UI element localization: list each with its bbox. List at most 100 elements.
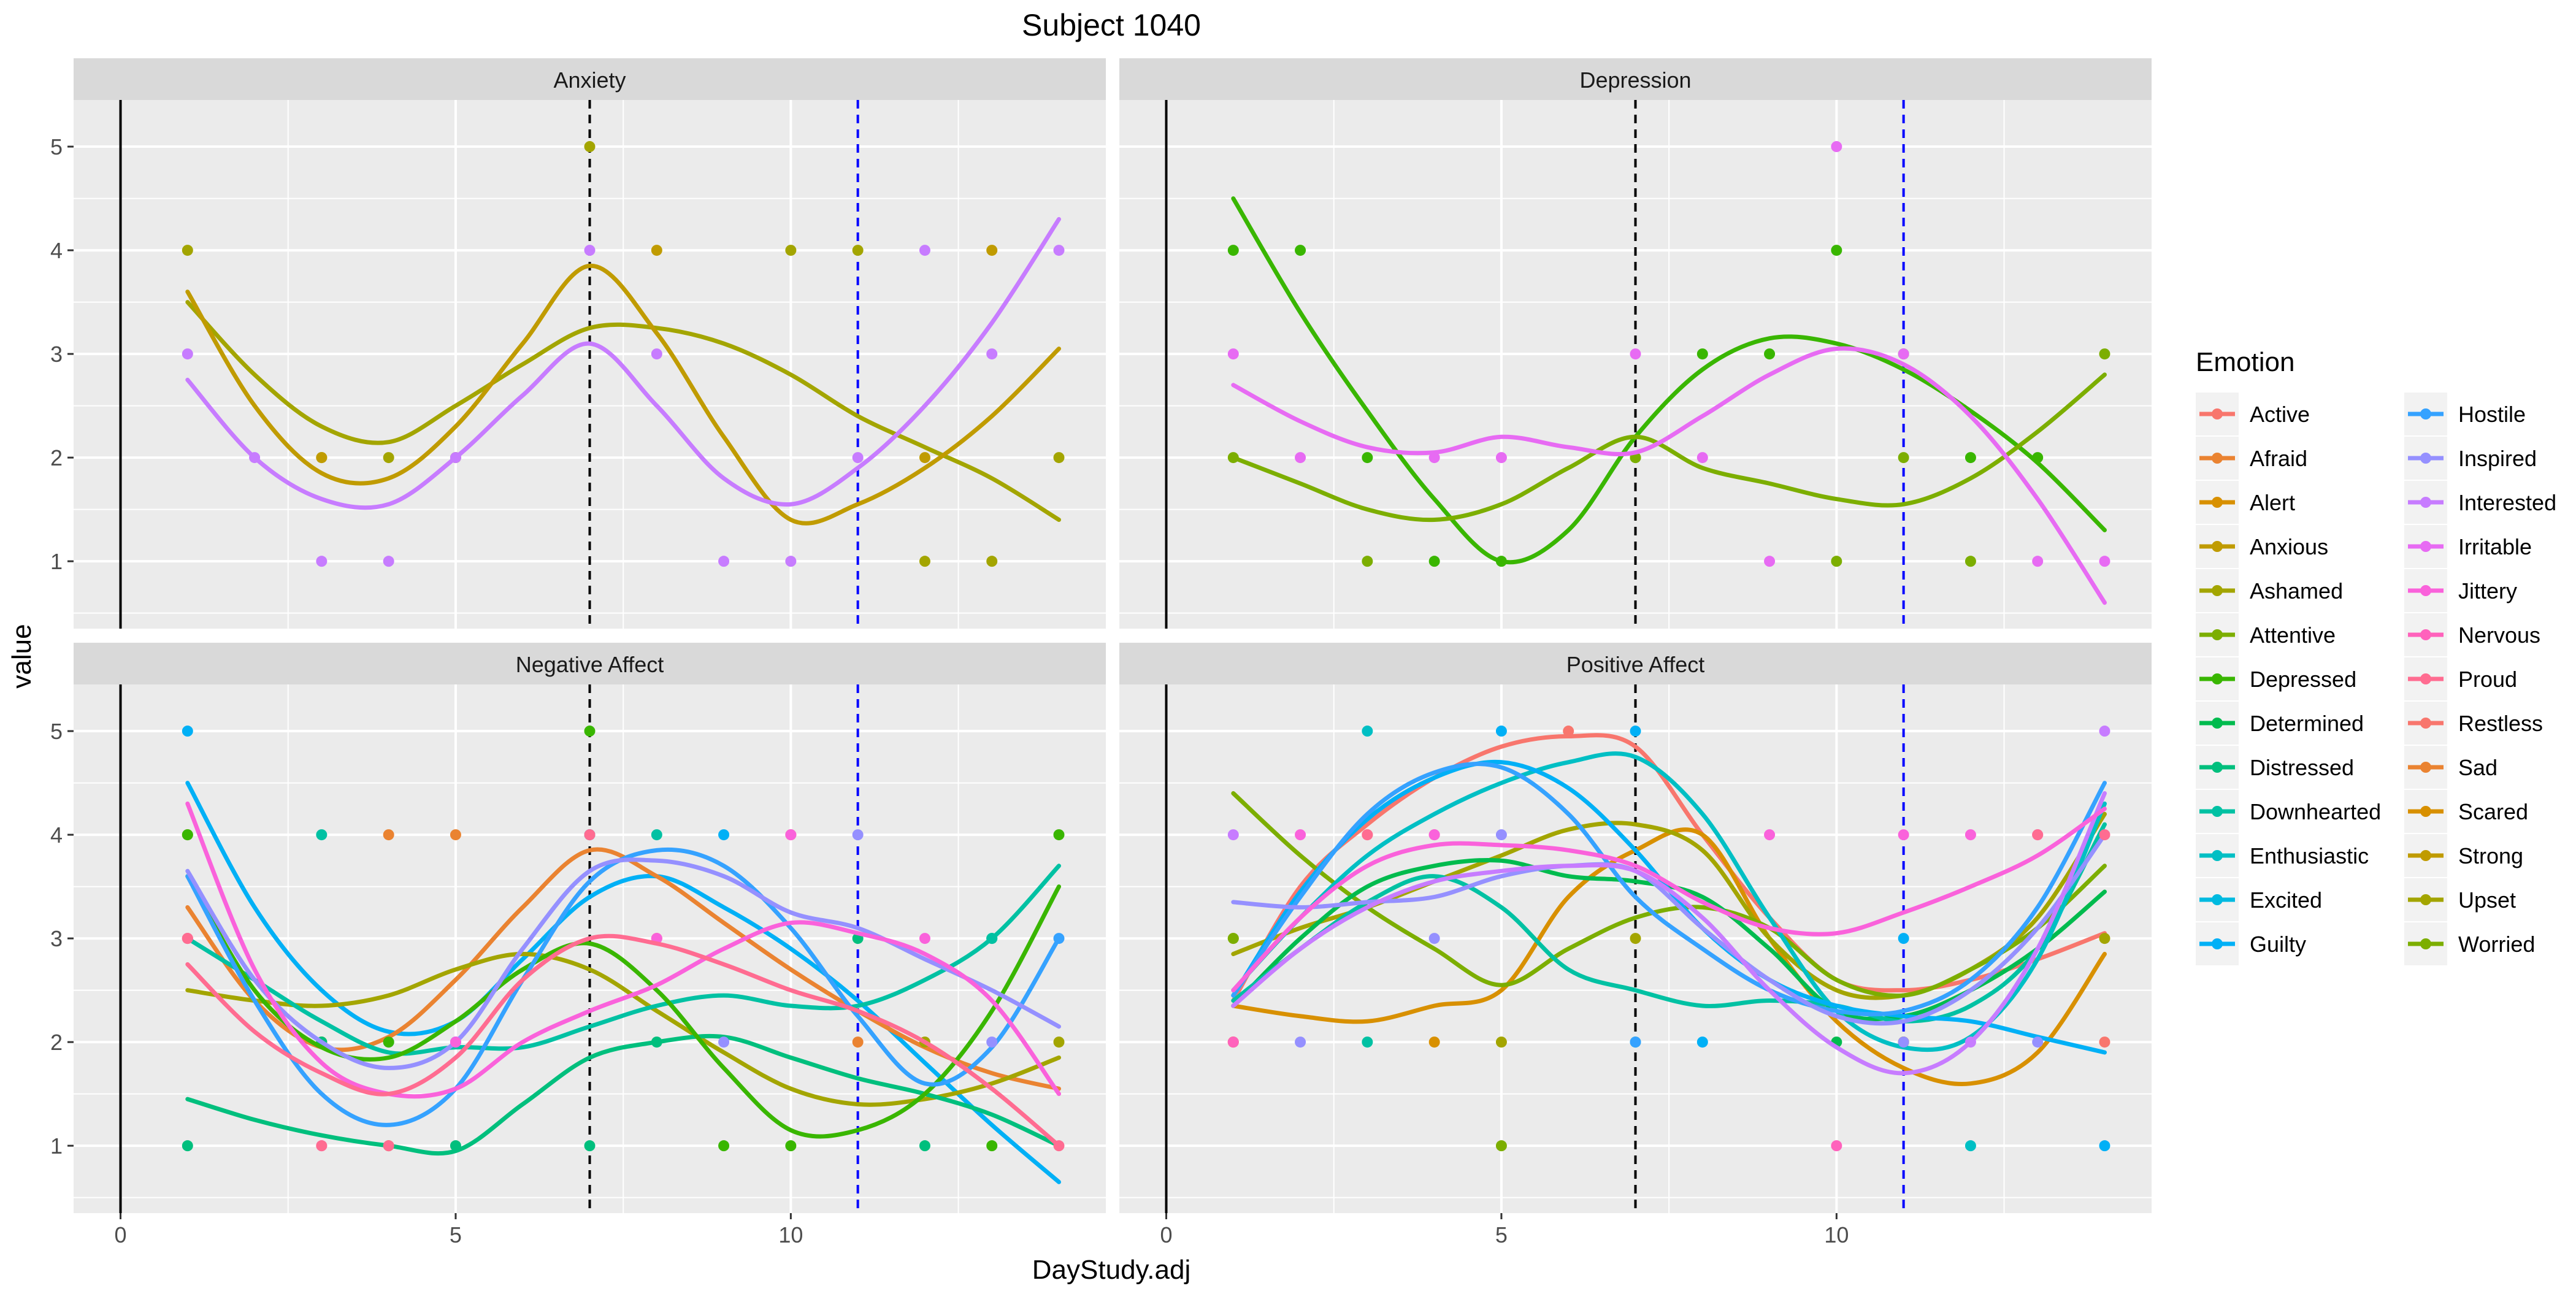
facet-strip-label: Depression [1579,67,1691,93]
legend-item: Determined [2196,702,2364,745]
legend-label: Sad [2458,755,2497,780]
data-point [1831,556,1842,567]
data-point [1630,726,1641,737]
legend-key-point [2212,541,2223,552]
legend-key-point [2212,894,2223,905]
data-point [383,829,394,841]
y-tick-label: 1 [50,1133,63,1159]
data-point [1362,556,1373,567]
legend-label: Distressed [2250,755,2354,780]
data-point [2099,348,2110,360]
legend-item: Enthusiastic [2196,834,2369,877]
data-point [2099,829,2110,841]
x-tick-label: 5 [1495,1222,1508,1247]
legend-label: Nervous [2458,623,2540,648]
data-point [450,452,461,464]
data-point [1428,1036,1440,1048]
legend-label: Active [2250,402,2310,427]
legend-item: Alert [2196,481,2295,524]
data-point [249,452,261,464]
facet-panel-0: Anxiety 1 2 3 4 5 [50,58,1106,629]
data-point [584,726,596,737]
legend-label: Interested [2458,490,2556,515]
data-point [1831,1140,1842,1152]
data-point [1053,829,1065,841]
data-point [1053,1036,1065,1048]
data-point [785,556,797,567]
data-point [919,1140,930,1152]
data-point [450,1036,461,1048]
data-point [718,1140,730,1152]
legend-key-point [2420,938,2431,949]
data-point [1696,452,1708,464]
data-point [1563,726,1574,737]
data-point [316,556,328,567]
legend-item: Strong [2404,834,2523,877]
legend-item: Irritable [2404,525,2532,568]
legend-key-point [2420,894,2431,905]
data-point [785,245,797,256]
data-point [852,829,864,841]
legend-key-point [2212,806,2223,817]
data-point [785,1140,797,1152]
x-tick-label: 0 [1160,1222,1172,1247]
data-point [316,1140,328,1152]
legend-item: Restless [2404,702,2543,745]
data-point [651,245,662,256]
y-tick-label: 2 [50,445,63,470]
data-point [316,829,328,841]
data-point [1696,348,1708,360]
data-point [919,933,930,944]
panel-background [1119,100,2152,629]
data-point [1227,1036,1239,1048]
y-axis-label: value [7,624,37,688]
legend-key-point [2420,408,2431,419]
data-point [584,141,596,153]
legend: Emotion Active Afraid Alert Anxious Ashamed A… [2196,347,2556,965]
data-point [2032,452,2044,464]
data-point [2032,556,2044,567]
data-point [1630,1036,1641,1048]
data-point [1630,933,1641,944]
legend-key-point [2212,408,2223,419]
legend-item: Excited [2196,878,2322,921]
y-tick-label: 5 [50,719,63,744]
smooth-line [185,847,1061,1127]
legend-label: Excited [2250,887,2322,913]
x-tick-label: 10 [1824,1222,1849,1247]
data-point [1965,452,1976,464]
smooth-line [185,933,1061,1148]
legend-label: Proud [2458,667,2517,692]
data-point [2099,726,2110,737]
legend-label: Depressed [2250,667,2356,692]
legend-key-point [2212,453,2223,464]
chart-title: Subject 1040 [1022,8,1201,42]
smooth-line [1231,346,2107,605]
legend-item: Upset [2404,878,2516,921]
data-point [1227,348,1239,360]
data-point [1831,245,1842,256]
data-point [1764,829,1776,841]
smooth-line [185,874,1061,1139]
data-point [1227,452,1239,464]
legend-label: Irritable [2458,534,2532,559]
legend-item: Guilty [2196,922,2306,965]
legend-label: Hostile [2458,402,2526,427]
data-point [1898,933,1909,944]
legend-key-point [2212,497,2223,508]
data-point [2099,556,2110,567]
legend-key-point [2420,453,2431,464]
data-point [1495,726,1507,737]
legend-label: Attentive [2250,623,2336,648]
facet-strip [74,643,1106,684]
legend-item: Interested [2404,481,2556,524]
data-point [2099,1036,2110,1048]
facet-panel-2: Negative Affect 1 2 3 4 5 0 5 10 [50,643,1106,1247]
data-point [852,452,864,464]
legend-key-point [2212,718,2223,729]
data-point [1831,141,1842,153]
data-point [450,829,461,841]
data-point [316,452,328,464]
smooth-line [1231,827,2107,1086]
legend-item: Jittery [2404,569,2517,612]
